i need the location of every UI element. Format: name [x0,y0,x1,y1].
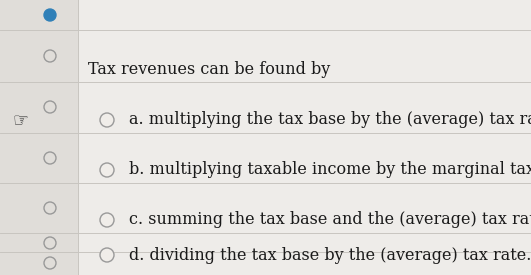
Circle shape [44,202,56,214]
Text: c. summing the tax base and the (average) tax rate.: c. summing the tax base and the (average… [129,211,531,229]
Circle shape [44,50,56,62]
Circle shape [44,101,56,113]
Text: d. dividing the tax base by the (average) tax rate.: d. dividing the tax base by the (average… [129,246,531,263]
Circle shape [44,257,56,269]
Text: ☞: ☞ [12,111,28,129]
Circle shape [44,237,56,249]
Circle shape [100,248,114,262]
Circle shape [100,113,114,127]
Circle shape [44,9,56,21]
Text: b. multiplying taxable income by the marginal tax rate.: b. multiplying taxable income by the mar… [129,161,531,178]
Text: a. multiplying the tax base by the (average) tax rate.: a. multiplying the tax base by the (aver… [129,111,531,128]
Circle shape [100,213,114,227]
Circle shape [100,163,114,177]
Bar [0,0,78,275]
Text: Tax revenues can be found by: Tax revenues can be found by [88,60,330,78]
Circle shape [44,152,56,164]
